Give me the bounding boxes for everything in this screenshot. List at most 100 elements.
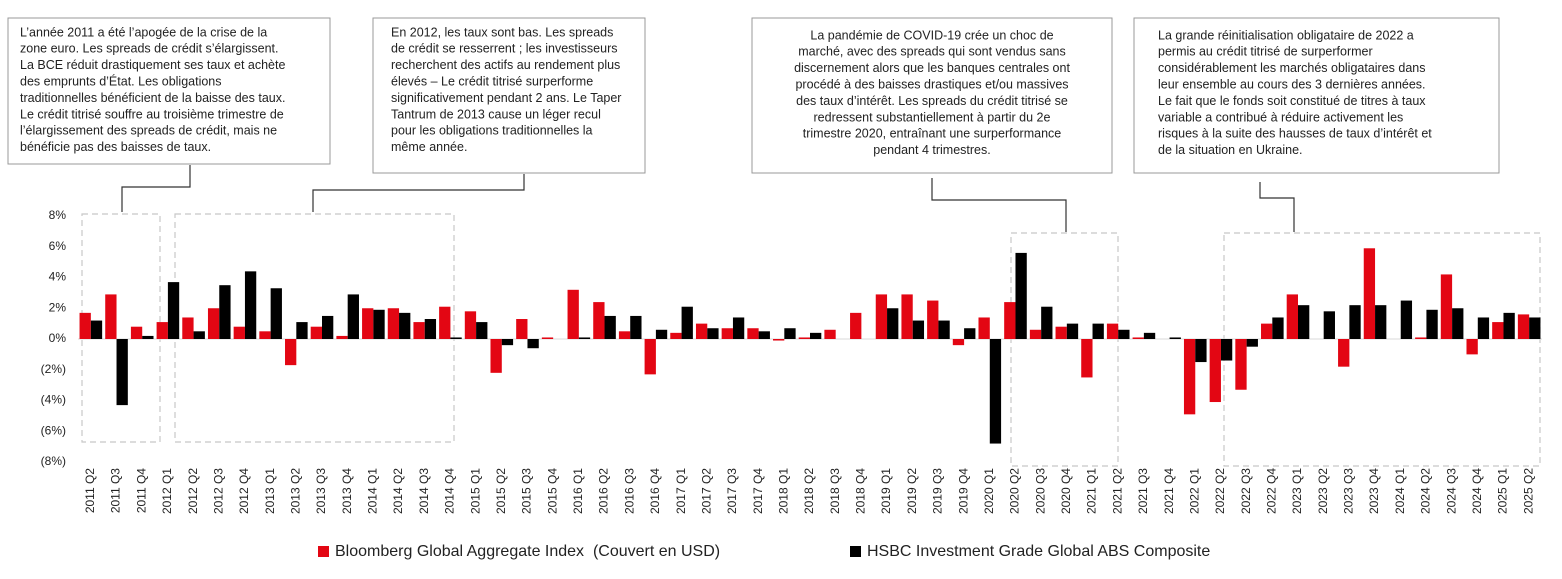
bar <box>644 339 656 375</box>
annotation-line: permis au crédit titrisé de surperformer <box>1158 45 1373 59</box>
bar <box>259 331 271 339</box>
bar <box>1338 339 1350 367</box>
bar <box>1503 312 1515 339</box>
annotation-line: zone euro. Les spreads de crédit s’élarg… <box>20 42 278 56</box>
annotation-line: des taux d’intérêt. Les spreads du crédi… <box>796 94 1068 108</box>
annotation-line: redressent substantiellement à partir du… <box>814 110 1051 124</box>
legend-label: HSBC Investment Grade Global ABS Composi… <box>867 543 1210 560</box>
bar <box>593 302 605 339</box>
bar <box>989 339 1002 444</box>
bar <box>912 320 925 339</box>
annotation-line: marché, avec des spreads qui sont vendus… <box>798 45 1066 59</box>
x-tick-label: 2013 Q3 <box>314 468 328 514</box>
annotation-line: Le crédit titrisé souffre au troisième t… <box>20 107 284 121</box>
highlight-region <box>1223 232 1541 467</box>
annotation-box <box>1133 17 1500 174</box>
bar <box>296 322 308 339</box>
y-tick-label: (2%) <box>41 362 66 376</box>
bar <box>1323 311 1335 339</box>
bar <box>347 294 359 339</box>
bar <box>1004 302 1016 339</box>
bar <box>810 332 822 339</box>
x-tick-label: 2024 Q4 <box>1470 468 1484 514</box>
bar <box>1400 300 1413 339</box>
y-tick-label: (6%) <box>41 423 66 437</box>
annotation-line: La pandémie de COVID-19 crée un choc de <box>810 28 1053 42</box>
bar <box>1143 332 1156 339</box>
bar <box>399 312 411 339</box>
annotation-line: procédé à des baisses drastiques et/ou m… <box>795 77 1068 91</box>
x-tick-label: 2021 Q4 <box>1162 468 1176 514</box>
bar <box>464 311 477 339</box>
bar <box>1452 308 1464 339</box>
annotation-line: Le fait que le fonds soit constitué de t… <box>1158 94 1426 108</box>
bar <box>439 306 451 339</box>
bar <box>193 331 205 339</box>
annotation-line: La BCE réduit drastiquement ses taux et … <box>20 58 285 72</box>
bar <box>527 339 539 349</box>
bar <box>1132 337 1144 339</box>
bar <box>142 335 154 339</box>
bar <box>516 319 528 339</box>
x-tick-label: 2017 Q1 <box>674 468 688 514</box>
x-tick-label: 2018 Q2 <box>802 468 816 514</box>
bar <box>1298 305 1310 339</box>
bar <box>424 319 437 339</box>
bar <box>978 317 990 339</box>
x-tick-label: 2025 Q1 <box>1496 468 1510 514</box>
annotation-line: variable a contribué à réduire activemen… <box>1158 110 1403 124</box>
bar <box>901 294 913 339</box>
bar <box>681 306 693 339</box>
bar <box>207 308 220 339</box>
bar <box>1235 339 1247 390</box>
x-tick-label: 2019 Q1 <box>879 468 893 514</box>
bar <box>1081 339 1093 378</box>
x-tick-label: 2011 Q2 <box>83 468 97 513</box>
bar <box>1246 339 1258 347</box>
annotation-line: même année. <box>391 140 467 154</box>
bar <box>322 315 334 339</box>
annotation-line: pour les obligations traditionnelles la <box>391 124 593 138</box>
bar <box>413 322 425 339</box>
x-tick-label: 2021 Q3 <box>1136 468 1150 514</box>
legend-swatch <box>318 546 329 557</box>
bar <box>1517 314 1530 339</box>
bar <box>1492 322 1504 339</box>
bar <box>336 335 348 339</box>
bar <box>1209 339 1221 403</box>
bar <box>1466 339 1478 355</box>
x-tick-label: 2018 Q3 <box>828 468 842 514</box>
bar <box>270 288 282 339</box>
bar <box>116 339 128 406</box>
x-tick-label: 2014 Q2 <box>391 468 405 514</box>
bar <box>1066 323 1079 339</box>
bar <box>541 337 554 339</box>
bar <box>604 315 616 339</box>
bar <box>219 285 231 339</box>
bar <box>1426 309 1438 339</box>
x-tick-label: 2020 Q1 <box>982 468 996 514</box>
x-tick-label: 2024 Q1 <box>1393 468 1407 514</box>
bar <box>1363 248 1376 339</box>
bar <box>90 320 103 339</box>
x-tick-label: 2016 Q3 <box>622 468 636 514</box>
x-tick-label: 2016 Q4 <box>648 468 662 514</box>
bar <box>387 308 400 339</box>
x-tick-label: 2022 Q1 <box>1187 468 1201 514</box>
bar <box>850 312 862 339</box>
x-tick-label: 2017 Q2 <box>699 468 713 514</box>
x-tick-label: 2013 Q4 <box>340 468 354 514</box>
bar <box>501 339 514 346</box>
bar <box>362 308 374 339</box>
bar <box>773 339 785 341</box>
bar <box>1529 317 1541 339</box>
bar <box>655 329 668 339</box>
x-tick-label: 2012 Q2 <box>186 468 200 514</box>
x-tick-label: 2023 Q2 <box>1316 468 1330 514</box>
bar <box>1015 252 1027 339</box>
annotation-line: des emprunts d’État. Les obligations <box>20 73 222 88</box>
y-tick-label: 0% <box>49 331 67 345</box>
x-tick-label: 2015 Q2 <box>494 468 508 514</box>
x-tick-label: 2022 Q4 <box>1264 468 1278 514</box>
